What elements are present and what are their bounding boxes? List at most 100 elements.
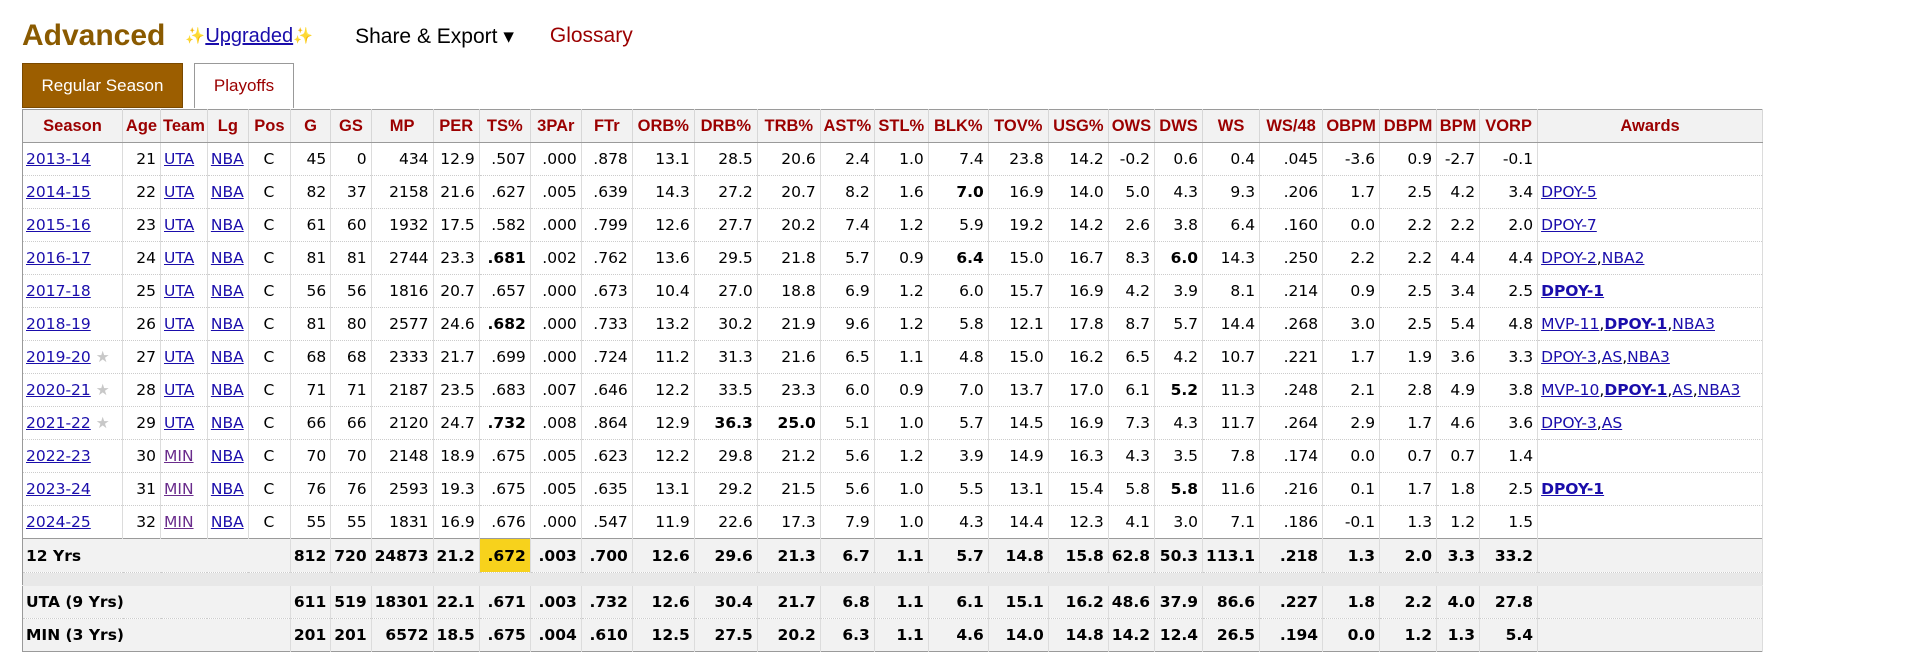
league-link[interactable]: NBA	[210, 282, 244, 300]
column-header[interactable]: OBPM	[1322, 109, 1381, 143]
stat-cell: .627	[479, 175, 531, 209]
team-link[interactable]: UTA	[164, 315, 195, 333]
summary-label: MIN (3 Yrs)	[22, 618, 291, 652]
league-link[interactable]: NBA	[210, 348, 244, 366]
season-link[interactable]: 2019-20	[26, 348, 91, 366]
league-link[interactable]: NBA	[210, 183, 244, 201]
league-link[interactable]: NBA	[210, 315, 244, 333]
award-link[interactable]: DPOY-1	[1604, 381, 1668, 399]
season-link[interactable]: 2018-19	[26, 315, 91, 333]
award-link[interactable]: DPOY-3	[1541, 414, 1597, 432]
stat-cell: .194	[1259, 618, 1324, 652]
award-link[interactable]: DPOY-1	[1541, 282, 1605, 300]
team-link[interactable]: UTA	[164, 348, 195, 366]
award-link[interactable]: MVP-11	[1541, 315, 1600, 333]
team-link[interactable]: UTA	[164, 216, 195, 234]
team-link[interactable]: UTA	[164, 183, 195, 201]
team-link[interactable]: MIN	[164, 513, 194, 531]
team-cell: UTA	[160, 274, 208, 308]
column-header[interactable]: WS/48	[1259, 109, 1324, 143]
award-link[interactable]: DPOY-5	[1541, 183, 1597, 201]
league-link[interactable]: NBA	[210, 249, 244, 267]
column-header[interactable]: Pos	[248, 109, 291, 143]
award-link[interactable]: DPOY-7	[1541, 216, 1597, 234]
award-link[interactable]: AS	[1672, 381, 1693, 399]
award-link[interactable]: MVP-10	[1541, 381, 1600, 399]
season-link[interactable]: 2022-23	[26, 447, 91, 465]
league-link[interactable]: NBA	[210, 513, 244, 531]
season-link[interactable]: 2014-15	[26, 183, 91, 201]
award-link[interactable]: DPOY-2	[1541, 249, 1597, 267]
stat-cell: .639	[581, 175, 633, 209]
column-header[interactable]: GS	[330, 109, 372, 143]
column-header[interactable]: TOV%	[988, 109, 1049, 143]
upgraded-link[interactable]: Upgraded	[205, 24, 294, 47]
column-header[interactable]: Awards	[1537, 109, 1764, 143]
column-header[interactable]: TRB%	[757, 109, 821, 143]
column-header[interactable]: Lg	[207, 109, 249, 143]
column-header[interactable]: DRB%	[694, 109, 758, 143]
team-link[interactable]: UTA	[164, 249, 195, 267]
column-header[interactable]: BPM	[1436, 109, 1481, 143]
column-header[interactable]: USG%	[1048, 109, 1109, 143]
season-link[interactable]: 2023-24	[26, 480, 91, 498]
season-link[interactable]: 2017-18	[26, 282, 91, 300]
column-header[interactable]: VORP	[1479, 109, 1539, 143]
column-header[interactable]: TS%	[479, 109, 531, 143]
column-header[interactable]: DBPM	[1379, 109, 1438, 143]
column-header[interactable]: FTr	[581, 109, 633, 143]
award-link[interactable]: NBA3	[1697, 381, 1741, 399]
team-link[interactable]: UTA	[164, 414, 195, 432]
team-link[interactable]: MIN	[164, 447, 194, 465]
league-link[interactable]: NBA	[210, 447, 244, 465]
column-header[interactable]: G	[290, 109, 332, 143]
award-link[interactable]: DPOY-1	[1541, 480, 1605, 498]
stat-cell: 11.2	[632, 340, 695, 374]
column-header[interactable]: DWS	[1154, 109, 1204, 143]
column-header[interactable]: BLK%	[928, 109, 989, 143]
season-link[interactable]: 2015-16	[26, 216, 91, 234]
team-cell: UTA	[160, 406, 208, 440]
league-link[interactable]: NBA	[210, 216, 244, 234]
league-link[interactable]: NBA	[210, 414, 244, 432]
team-link[interactable]: UTA	[164, 282, 195, 300]
column-header[interactable]: Age	[122, 109, 161, 143]
team-link[interactable]: UTA	[164, 381, 195, 399]
tab-regular-season[interactable]: Regular Season	[22, 63, 183, 108]
stat-cell: 66	[290, 406, 332, 440]
season-link[interactable]: 2020-21	[26, 381, 91, 399]
award-link[interactable]: DPOY-1	[1604, 315, 1668, 333]
award-link[interactable]: AS	[1601, 348, 1623, 366]
column-header[interactable]: AST%	[820, 109, 875, 143]
tab-playoffs[interactable]: Playoffs	[194, 63, 294, 108]
stat-cell: .002	[530, 241, 582, 275]
column-header[interactable]: MP	[371, 109, 434, 143]
column-header[interactable]: OWS	[1108, 109, 1156, 143]
league-link[interactable]: NBA	[210, 480, 244, 498]
team-link[interactable]: UTA	[164, 150, 195, 168]
stat-cell: 76	[330, 472, 372, 506]
award-link[interactable]: NBA2	[1601, 249, 1645, 267]
share-export-menu[interactable]: Share & Export ▾	[355, 24, 514, 48]
season-link[interactable]: 2021-22	[26, 414, 91, 432]
team-link[interactable]: MIN	[164, 480, 194, 498]
column-header[interactable]: 3PAr	[530, 109, 582, 143]
award-link[interactable]: NBA3	[1672, 315, 1715, 333]
league-link[interactable]: NBA	[210, 150, 244, 168]
award-link[interactable]: AS	[1601, 414, 1623, 432]
season-link[interactable]: 2013-14	[26, 150, 91, 168]
column-header[interactable]: ORB%	[632, 109, 695, 143]
award-link[interactable]: DPOY-3	[1541, 348, 1597, 366]
column-header[interactable]: WS	[1202, 109, 1261, 143]
column-header[interactable]: Season	[22, 109, 123, 143]
column-header[interactable]: PER	[433, 109, 480, 143]
season-link[interactable]: 2016-17	[26, 249, 91, 267]
glossary-link[interactable]: Glossary	[549, 24, 633, 47]
league-link[interactable]: NBA	[210, 381, 244, 399]
season-link[interactable]: 2024-25	[26, 513, 91, 531]
season-tabs: Regular Season Playoffs	[22, 63, 294, 108]
stat-cell: 113.1	[1202, 538, 1261, 573]
award-link[interactable]: NBA3	[1627, 348, 1670, 366]
column-header[interactable]: Team	[160, 109, 208, 143]
column-header[interactable]: STL%	[874, 109, 929, 143]
